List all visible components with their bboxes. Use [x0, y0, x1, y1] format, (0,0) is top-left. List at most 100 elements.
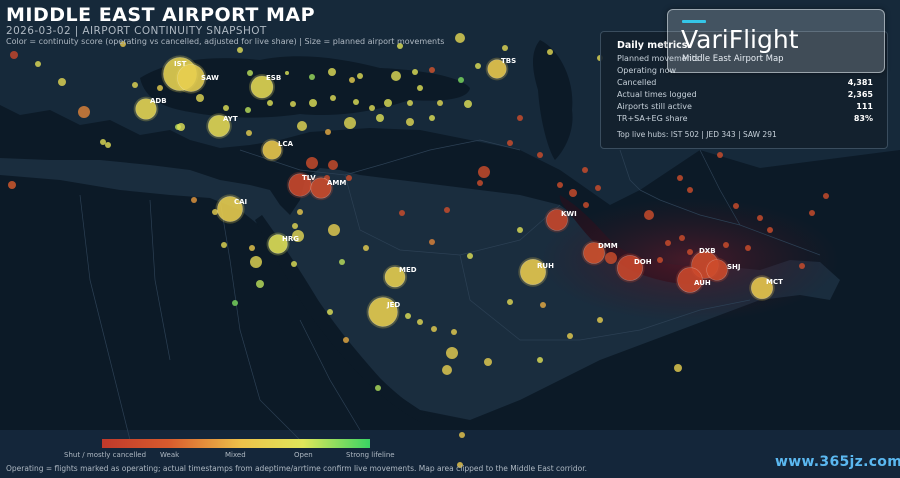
minor-airport-dot[interactable] [309, 74, 315, 80]
minor-airport-dot[interactable] [157, 85, 163, 91]
minor-airport-dot[interactable] [306, 157, 318, 169]
minor-airport-dot[interactable] [35, 61, 41, 67]
minor-airport-dot[interactable] [132, 82, 138, 88]
airport-dot[interactable] [487, 59, 507, 79]
minor-airport-dot[interactable] [677, 175, 683, 181]
minor-airport-dot[interactable] [417, 319, 423, 325]
minor-airport-dot[interactable] [246, 130, 252, 136]
minor-airport-dot[interactable] [537, 357, 543, 363]
minor-airport-dot[interactable] [823, 193, 829, 199]
minor-airport-dot[interactable] [309, 99, 317, 107]
minor-airport-dot[interactable] [517, 115, 523, 121]
airport-dot[interactable] [135, 98, 157, 120]
minor-airport-dot[interactable] [267, 100, 273, 106]
minor-airport-dot[interactable] [458, 77, 464, 83]
minor-airport-dot[interactable] [557, 182, 563, 188]
airport-saw[interactable]: SAW [175, 62, 219, 94]
minor-airport-dot[interactable] [291, 261, 297, 267]
airport-lca[interactable]: LCA [260, 138, 294, 162]
minor-airport-dot[interactable] [8, 181, 16, 189]
airport-jed[interactable]: JED [366, 295, 401, 329]
minor-airport-dot[interactable] [595, 185, 601, 191]
minor-airport-dot[interactable] [343, 337, 349, 343]
minor-airport-dot[interactable] [569, 189, 577, 197]
minor-airport-dot[interactable] [605, 252, 617, 264]
minor-airport-dot[interactable] [429, 115, 435, 121]
airport-dot[interactable] [583, 242, 605, 264]
airport-dot[interactable] [177, 64, 205, 92]
minor-airport-dot[interactable] [327, 309, 333, 315]
airport-dot[interactable] [262, 140, 282, 160]
minor-airport-dot[interactable] [292, 223, 298, 229]
airport-adb[interactable]: ADB [133, 96, 167, 122]
minor-airport-dot[interactable] [349, 77, 355, 83]
minor-airport-dot[interactable] [417, 85, 423, 91]
airport-ayt[interactable]: AYT [206, 113, 238, 139]
minor-airport-dot[interactable] [477, 180, 483, 186]
airport-dot[interactable] [268, 234, 288, 254]
minor-airport-dot[interactable] [502, 45, 508, 51]
minor-airport-dot[interactable] [399, 210, 405, 216]
minor-airport-dot[interactable] [457, 462, 463, 468]
airport-dot[interactable] [368, 297, 398, 327]
minor-airport-dot[interactable] [297, 121, 307, 131]
minor-airport-dot[interactable] [232, 300, 238, 306]
minor-airport-dot[interactable] [446, 347, 458, 359]
minor-airport-dot[interactable] [391, 71, 401, 81]
minor-airport-dot[interactable] [191, 197, 197, 203]
minor-airport-dot[interactable] [339, 259, 345, 265]
minor-airport-dot[interactable] [407, 100, 413, 106]
minor-airport-dot[interactable] [757, 215, 763, 221]
minor-airport-dot[interactable] [363, 245, 369, 251]
minor-airport-dot[interactable] [406, 118, 414, 126]
minor-airport-dot[interactable] [212, 209, 218, 215]
airport-shj[interactable]: SHJ [704, 257, 741, 283]
airport-dot[interactable] [519, 258, 547, 286]
minor-airport-dot[interactable] [459, 432, 465, 438]
minor-airport-dot[interactable] [221, 242, 227, 248]
minor-airport-dot[interactable] [58, 78, 66, 86]
airport-kwi[interactable]: KWI [544, 207, 577, 233]
minor-airport-dot[interactable] [196, 94, 204, 102]
minor-airport-dot[interactable] [442, 365, 452, 375]
minor-airport-dot[interactable] [250, 256, 262, 268]
minor-airport-dot[interactable] [547, 49, 553, 55]
minor-airport-dot[interactable] [687, 249, 693, 255]
airport-mct[interactable]: MCT [749, 275, 783, 301]
minor-airport-dot[interactable] [100, 139, 106, 145]
minor-airport-dot[interactable] [384, 99, 392, 107]
minor-airport-dot[interactable] [597, 317, 603, 323]
minor-airport-dot[interactable] [369, 105, 375, 111]
minor-airport-dot[interactable] [687, 187, 693, 193]
airport-dot[interactable] [310, 177, 332, 199]
minor-airport-dot[interactable] [353, 99, 359, 105]
airport-dot[interactable] [546, 209, 568, 231]
minor-airport-dot[interactable] [297, 209, 303, 215]
minor-airport-dot[interactable] [665, 240, 671, 246]
airport-doh[interactable]: DOH [615, 253, 652, 283]
minor-airport-dot[interactable] [478, 166, 490, 178]
minor-airport-dot[interactable] [325, 129, 331, 135]
minor-airport-dot[interactable] [256, 280, 264, 288]
minor-airport-dot[interactable] [444, 207, 450, 213]
airport-dot[interactable] [706, 259, 728, 281]
minor-airport-dot[interactable] [507, 299, 513, 305]
airport-esb[interactable]: ESB [248, 73, 281, 101]
minor-airport-dot[interactable] [357, 73, 363, 79]
minor-airport-dot[interactable] [451, 329, 457, 335]
minor-airport-dot[interactable] [507, 140, 513, 146]
minor-airport-dot[interactable] [674, 364, 682, 372]
minor-airport-dot[interactable] [809, 210, 815, 216]
minor-airport-dot[interactable] [328, 224, 340, 236]
airport-ruh[interactable]: RUH [518, 257, 554, 287]
airport-dot[interactable] [617, 255, 643, 281]
minor-airport-dot[interactable] [537, 152, 543, 158]
airport-auh[interactable]: AUH [675, 265, 711, 295]
airport-tbs[interactable]: TBS [485, 57, 516, 81]
minor-airport-dot[interactable] [105, 142, 111, 148]
minor-airport-dot[interactable] [328, 68, 336, 76]
minor-airport-dot[interactable] [540, 302, 546, 308]
minor-airport-dot[interactable] [467, 253, 473, 259]
minor-airport-dot[interactable] [285, 71, 289, 75]
minor-airport-dot[interactable] [177, 123, 185, 131]
